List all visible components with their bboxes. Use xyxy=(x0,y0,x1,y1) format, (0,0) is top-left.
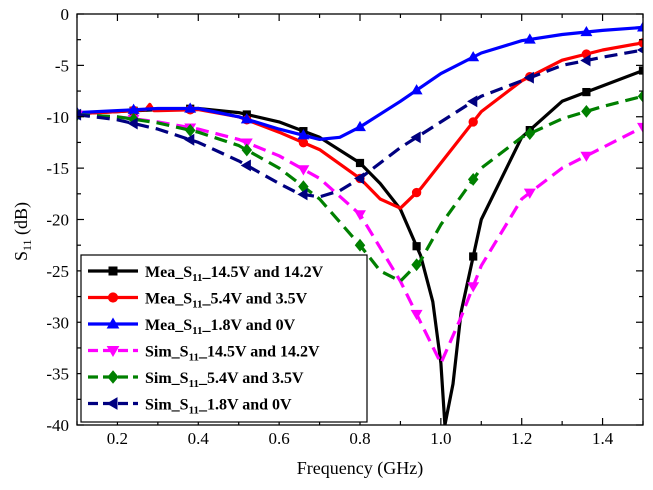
series-3-point-3 xyxy=(184,102,197,113)
series-line-6 xyxy=(77,48,643,199)
series-3-point-9 xyxy=(523,33,536,44)
legend-label: Sim_S11_1.8V and 0V xyxy=(145,397,292,417)
legend-marker xyxy=(108,266,118,276)
series-layer xyxy=(77,21,643,425)
series-4-point-9 xyxy=(523,188,536,199)
series-3-point-5 xyxy=(297,129,310,140)
legend-entry-1: Mea_S11_14.5V and 14.2V xyxy=(88,264,324,284)
series-4-point-11 xyxy=(637,122,643,134)
series-3-point-7 xyxy=(410,84,423,95)
legend-marker xyxy=(106,317,120,329)
series-5-point-3 xyxy=(184,123,196,137)
legend-marker xyxy=(107,370,119,384)
x-tick-label: 1.4 xyxy=(592,429,614,448)
series-6-point-4 xyxy=(240,159,251,172)
y-tick-label: -5 xyxy=(55,56,69,75)
legend-label: Sim_S11_5.4V and 3.5V xyxy=(145,370,304,390)
series-6-point-3 xyxy=(184,133,195,146)
legend-marker xyxy=(106,397,118,410)
x-tick-label: 1.2 xyxy=(511,429,532,448)
legend-marker xyxy=(106,346,120,357)
series-5-point-9 xyxy=(524,127,536,140)
x-tick-label: 0.6 xyxy=(269,429,290,448)
legend-entry-6: Sim_S11_1.8V and 0V xyxy=(88,397,292,417)
legend-label: Sim_S11_14.5V and 14.2V xyxy=(145,344,320,364)
y-tick-label: 0 xyxy=(61,5,70,24)
series-1-point-8 xyxy=(469,252,478,261)
legend-label: Mea_S11_5.4V and 3.5V xyxy=(145,291,308,311)
x-tick-label: 0.4 xyxy=(188,429,210,448)
series-line-4 xyxy=(77,113,643,365)
series-5-point-6 xyxy=(354,238,366,252)
legend: Mea_S11_14.5V and 14.2V Mea_S11_5.4V and … xyxy=(80,254,368,423)
series-line-2 xyxy=(77,41,643,210)
series-3-point-8 xyxy=(467,51,480,62)
y-tick-label: -20 xyxy=(46,211,69,230)
legend-box xyxy=(80,254,368,423)
y-tick-label: -35 xyxy=(46,365,69,384)
series-3-point-11 xyxy=(637,21,643,32)
series-4-point-7 xyxy=(410,309,423,321)
series-line-5 xyxy=(77,94,643,283)
x-tick-label: 0.2 xyxy=(107,429,128,448)
series-6-point-6 xyxy=(353,172,365,185)
y-tick-label: -25 xyxy=(46,262,69,281)
y-tick-label: -15 xyxy=(46,159,69,178)
series-3-point-10 xyxy=(580,25,593,37)
x-tick-label: 0.8 xyxy=(349,429,370,448)
series-line-3 xyxy=(77,25,643,141)
series-6-point-9 xyxy=(523,71,534,84)
series-4-point-5 xyxy=(297,165,310,176)
axis-layer: 0.2 0.4 0.6 0.8 1.0 1.2 1.4 0 -5 -10 -15 -20 -25 -30 -… xyxy=(11,5,644,479)
series-4-point-4 xyxy=(240,138,253,149)
series-6-point-1 xyxy=(77,108,82,121)
series-6-point-11 xyxy=(636,46,643,54)
x-axis-title: Frequency (GHz) xyxy=(297,458,423,479)
series-2-point-5 xyxy=(298,137,309,148)
legend-entry-2: Mea_S11_5.4V and 3.5V xyxy=(88,291,308,311)
series-5-point-4 xyxy=(241,143,253,157)
series-6 xyxy=(77,46,643,201)
series-4-point-10 xyxy=(580,151,593,162)
series-4-point-8 xyxy=(467,282,480,293)
series-3-point-4 xyxy=(240,113,253,124)
legend-label: Mea_S11_1.8V and 0V xyxy=(145,317,296,337)
legend-label: Mea_S11_14.5V and 14.2V xyxy=(145,264,324,284)
y-tick-label: -10 xyxy=(46,108,69,127)
legend-marker xyxy=(107,292,119,303)
x-tick-label: 1.0 xyxy=(430,429,451,448)
series-6-point-8 xyxy=(467,95,478,108)
series-6-point-5 xyxy=(297,188,308,201)
series-5-point-7 xyxy=(411,258,422,272)
series-2-point-7 xyxy=(411,187,422,198)
series-6-point-10 xyxy=(580,54,591,67)
series-6-point-2 xyxy=(127,117,138,130)
y-tick-label: -40 xyxy=(46,416,69,435)
series-1-point-11 xyxy=(638,66,643,75)
series-5-point-10 xyxy=(581,105,592,118)
y-tick-label: -30 xyxy=(46,313,69,332)
legend-entry-4: Sim_S11_14.5V and 14.2V xyxy=(88,344,320,364)
series-1-point-10 xyxy=(582,87,591,97)
series-1-point-6 xyxy=(355,158,365,168)
series-4-point-6 xyxy=(354,210,366,221)
series-5 xyxy=(77,89,643,283)
legend-entry-3: Mea_S11_1.8V and 0V xyxy=(88,317,296,337)
series-2-point-8 xyxy=(468,117,478,127)
series-5-point-8 xyxy=(467,173,479,186)
series-3-point-6 xyxy=(354,120,366,132)
series-6-point-7 xyxy=(410,131,421,144)
series-1-point-7 xyxy=(412,242,421,251)
series-5-point-11 xyxy=(637,89,643,103)
y-axis-title: S11 (dB) xyxy=(11,202,34,261)
legend-entry-5: Sim_S11_5.4V and 3.5V xyxy=(88,370,304,390)
